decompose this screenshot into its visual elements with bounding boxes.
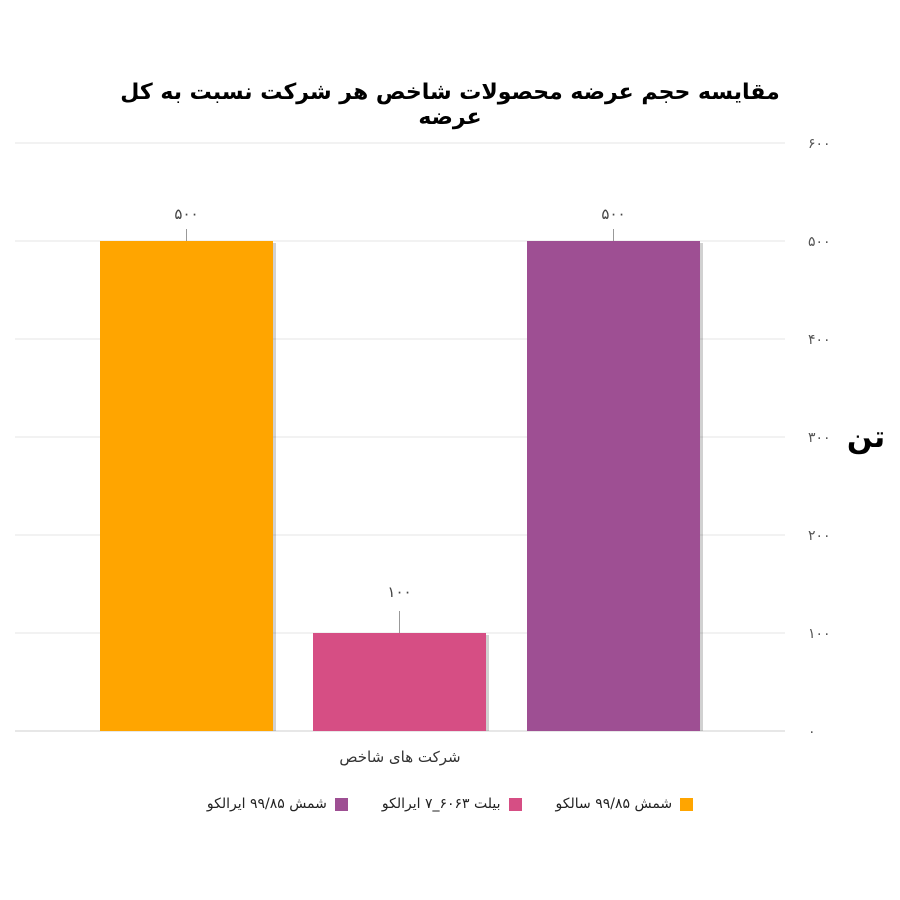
legend: شمش ۹۹/۸۵ سالکو بیلت ۶۰۶۳_۷ ایرالکو شمش ۹۹… [100,792,800,816]
legend-swatch [508,797,522,811]
y-tick-label: ۱۰۰ [808,626,831,642]
y-tick-label: ۴۰۰ [808,332,831,348]
data-label: ۱۰۰ [387,583,411,601]
y-tick-label: ۲۰۰ [808,528,831,544]
bar[interactable] [527,241,700,731]
y-axis-label: تن [846,420,886,455]
y-tick-label: ۰ [808,724,816,740]
y-tick-label: ۳۰۰ [808,430,831,446]
legend-label: شمش ۹۹/۸۵ سالکو [555,796,673,812]
bar[interactable] [100,241,273,731]
data-labels: ۵۰۰ ۱۰۰ ۵۰۰ [174,205,626,633]
legend-item[interactable]: شمش ۹۹/۸۵ ایرالکو [207,792,348,816]
chart-title: مقایسه حجم عرضه محصولات شاخص هر شرکت نسب… [120,80,780,130]
y-tick-label: ۶۰۰ [808,136,831,152]
legend-label: شمش ۹۹/۸۵ ایرالکو [206,796,327,812]
y-axis-ticks: ۰ ۱۰۰ ۲۰۰ ۳۰۰ ۴۰۰ ۵۰۰ ۶۰۰ [808,136,831,740]
data-label: ۵۰۰ [174,205,198,223]
legend-label: بیلت ۶۰۶۳_۷ ایرالکو [381,796,501,812]
legend-swatch [334,797,348,811]
data-label: ۵۰۰ [601,205,625,223]
bar[interactable] [313,633,486,731]
legend-swatch [680,797,694,811]
legend-item[interactable]: بیلت ۶۰۶۳_۷ ایرالکو [382,792,522,816]
x-axis-label: شرکت های شاخص [339,748,461,766]
legend-item[interactable]: شمش ۹۹/۸۵ سالکو [556,792,694,816]
bars [100,241,703,731]
y-tick-label: ۵۰۰ [808,234,831,250]
